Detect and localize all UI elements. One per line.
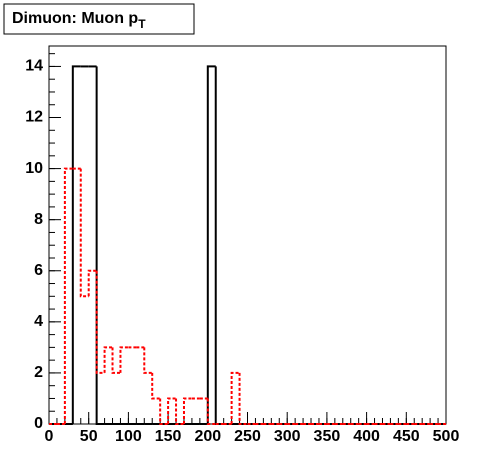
histogram-bin	[206, 398, 216, 425]
histogram-bin	[230, 371, 240, 424]
histogram-bin	[167, 397, 177, 424]
y-tick-label: 0	[34, 415, 43, 432]
histogram-bin	[238, 372, 248, 425]
frame	[48, 45, 447, 425]
x-tick-label: 450	[393, 428, 420, 445]
y-tick-label: 10	[25, 160, 43, 177]
histogram-bin	[71, 65, 81, 424]
x-tick-label: 100	[115, 428, 142, 445]
title-sub: T	[138, 17, 146, 31]
histogram-bin	[63, 167, 73, 424]
y-tick-label: 14	[25, 58, 43, 75]
y-tick-label: 2	[34, 364, 43, 381]
x-tick-label: 50	[80, 428, 98, 445]
title-main: Dimuon: Muon p	[12, 10, 138, 27]
histogram-bin	[119, 346, 129, 373]
x-tick-label: 150	[155, 428, 182, 445]
histogram-bin	[103, 346, 113, 373]
title-box	[3, 3, 195, 35]
x-tick-label: 200	[194, 428, 221, 445]
y-tick-label: 6	[34, 262, 43, 279]
x-tick-label: 0	[45, 428, 54, 445]
histogram-bin	[214, 66, 224, 425]
y-tick-label: 8	[34, 211, 43, 228]
histogram-bin	[95, 270, 105, 374]
histogram-bin	[151, 372, 161, 400]
x-tick-label: 250	[234, 428, 261, 445]
histogram-bin	[79, 168, 89, 298]
histogram-bin	[87, 269, 97, 297]
y-tick-label: 4	[34, 313, 43, 330]
x-tick-label: 300	[274, 428, 301, 445]
histogram-bin	[159, 398, 169, 425]
histogram-bin	[95, 66, 105, 425]
chart-title: Dimuon: Muon pT	[12, 10, 146, 31]
histogram-bin	[175, 398, 184, 425]
y-tick-label: 12	[25, 109, 43, 126]
histogram-bin	[182, 397, 192, 424]
histogram-bin	[143, 347, 153, 374]
x-tick-label: 350	[314, 428, 341, 445]
histogram-bin	[206, 65, 216, 424]
histogram-bin	[111, 347, 121, 374]
x-tick-label: 400	[353, 428, 380, 445]
x-tick-label: 500	[433, 428, 460, 445]
